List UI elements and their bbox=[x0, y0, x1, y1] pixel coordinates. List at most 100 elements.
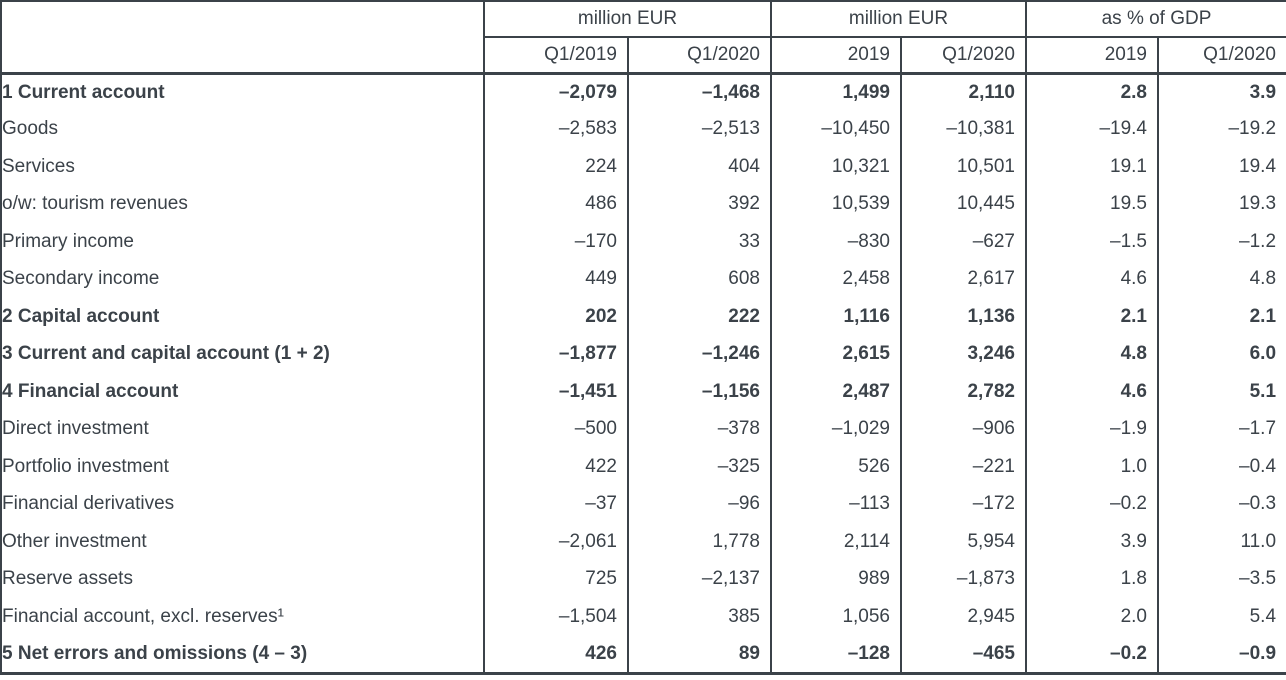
cell-value: 1.0 bbox=[1025, 448, 1158, 486]
cell-value: 10,445 bbox=[900, 185, 1026, 223]
cell-value: 5.4 bbox=[1156, 598, 1286, 636]
cell-value: –170 bbox=[483, 223, 628, 261]
column-header: 2019 bbox=[770, 37, 901, 75]
row-label: Portfolio investment bbox=[2, 455, 169, 477]
cell-value: –1,877 bbox=[483, 335, 628, 373]
cell-value: –0.2 bbox=[1025, 485, 1158, 523]
group-header-row: million EUR million EUR as % of GDP bbox=[1, 1, 1286, 75]
row-label: 1 Current account bbox=[2, 81, 165, 103]
cell-value: –0.4 bbox=[1156, 448, 1286, 486]
cell-value: –2,513 bbox=[627, 110, 771, 148]
cell-value: 422 bbox=[483, 448, 628, 486]
cell-value: 392 bbox=[627, 185, 771, 223]
column-group-million-eur-quarterly: million EUR bbox=[483, 1, 771, 38]
cell-value: 11.0 bbox=[1156, 523, 1286, 561]
table-header: million EUR million EUR as % of GDP Q1/2… bbox=[1, 1, 1286, 75]
cell-value: 2.8 bbox=[1025, 73, 1158, 111]
table-row: 4 Financial account –1,451 –1,156 2,487 2,78… bbox=[1, 373, 1286, 411]
cell-value: –1.2 bbox=[1156, 223, 1286, 261]
cell-value: –465 bbox=[900, 635, 1026, 673]
row-label: o/w: tourism revenues bbox=[2, 193, 188, 215]
table-row: Financial derivatives –37 –96 –113 –172 –0.2–… bbox=[1, 485, 1286, 523]
row-label: 2 Capital account bbox=[2, 305, 160, 327]
cell-value: –0.9 bbox=[1156, 635, 1286, 673]
cell-value: 2.1 bbox=[1156, 298, 1286, 336]
cell-value: 3.9 bbox=[1156, 73, 1286, 111]
cell-value: 1,499 bbox=[770, 73, 901, 111]
corner-header-cell bbox=[1, 1, 485, 75]
table-row: Services 224 404 10,321 10,501 19.1 19.4 bbox=[1, 148, 1286, 186]
cell-value: 33 bbox=[627, 223, 771, 261]
cell-value: 19.4 bbox=[1156, 148, 1286, 186]
column-header: 2019 bbox=[1025, 37, 1158, 75]
cell-value: 2,615 bbox=[770, 335, 901, 373]
cell-value: 10,501 bbox=[900, 148, 1026, 186]
table-row: Secondary income 449 608 2,458 2,617 4.6 4.8 bbox=[1, 260, 1286, 298]
row-label: Other investment bbox=[2, 530, 147, 552]
cell-value: –378 bbox=[627, 410, 771, 448]
cell-value: –37 bbox=[483, 485, 628, 523]
cell-value: 89 bbox=[627, 635, 771, 673]
cell-value: –221 bbox=[900, 448, 1026, 486]
table-row: Goods –2,583 –2,513 –10,450 –10,381 –19.4 –19.… bbox=[1, 110, 1286, 148]
row-label: Reserve assets bbox=[2, 568, 133, 590]
row-label: Goods bbox=[2, 118, 58, 140]
cell-value: –2,061 bbox=[483, 523, 628, 561]
table-row: Direct investment –500 –378 –1,029 –906 –1.9–… bbox=[1, 410, 1286, 448]
cell-value: 224 bbox=[483, 148, 628, 186]
cell-value: 4.6 bbox=[1025, 373, 1158, 411]
column-header: Q1/2019 bbox=[483, 37, 628, 75]
cell-value: 385 bbox=[627, 598, 771, 636]
cell-value: 10,539 bbox=[770, 185, 901, 223]
table-row: Other investment –2,061 1,778 2,114 5,954 3.9… bbox=[1, 523, 1286, 561]
cell-value: 2,782 bbox=[900, 373, 1026, 411]
cell-value: 989 bbox=[770, 560, 901, 598]
cell-value: –1.7 bbox=[1156, 410, 1286, 448]
cell-value: –172 bbox=[900, 485, 1026, 523]
row-label: 4 Financial account bbox=[2, 380, 179, 402]
cell-value: 1,136 bbox=[900, 298, 1026, 336]
table-row: o/w: tourism revenues 486 392 10,539 10,445 1… bbox=[1, 185, 1286, 223]
table-row: 5 Net errors and omissions (4 – 3) 426 89–… bbox=[1, 635, 1286, 673]
cell-value: –10,381 bbox=[900, 110, 1026, 148]
cell-value: –1,451 bbox=[483, 373, 628, 411]
cell-value: 486 bbox=[483, 185, 628, 223]
cell-value: 19.1 bbox=[1025, 148, 1158, 186]
cell-value: –128 bbox=[770, 635, 901, 673]
cell-value: –1,873 bbox=[900, 560, 1026, 598]
column-header: Q1/2020 bbox=[627, 37, 771, 75]
table-row: Primary income –170 33 –830 –627 –1.5 –1.2 bbox=[1, 223, 1286, 261]
cell-value: 2,487 bbox=[770, 373, 901, 411]
cell-value: –325 bbox=[627, 448, 771, 486]
cell-value: –113 bbox=[770, 485, 901, 523]
cell-value: 202 bbox=[483, 298, 628, 336]
column-group-million-eur-annual: million EUR bbox=[770, 1, 1026, 38]
cell-value: –1,029 bbox=[770, 410, 901, 448]
cell-value: 4.8 bbox=[1156, 260, 1286, 298]
cell-value: –0.3 bbox=[1156, 485, 1286, 523]
column-header: Q1/2020 bbox=[900, 37, 1026, 75]
cell-value: 4.8 bbox=[1025, 335, 1158, 373]
row-label: 5 Net errors and omissions (4 – 3) bbox=[2, 642, 308, 664]
cell-value: 526 bbox=[770, 448, 901, 486]
cell-value: 2,458 bbox=[770, 260, 901, 298]
cell-value: 404 bbox=[627, 148, 771, 186]
table-row: Reserve assets 725 –2,137 989 –1,873 1.8 –3.5 bbox=[1, 560, 1286, 598]
cell-value: –1.9 bbox=[1025, 410, 1158, 448]
row-label: Primary income bbox=[2, 230, 134, 252]
table-body: 1 Current account –2,079 –1,468 1,499 2,110 2… bbox=[1, 73, 1286, 673]
cell-value: 19.3 bbox=[1156, 185, 1286, 223]
cell-value: –2,137 bbox=[627, 560, 771, 598]
cell-value: –10,450 bbox=[770, 110, 901, 148]
cell-value: 4.6 bbox=[1025, 260, 1158, 298]
cell-value: –906 bbox=[900, 410, 1026, 448]
cell-value: 2,110 bbox=[900, 73, 1026, 111]
cell-value: 19.5 bbox=[1025, 185, 1158, 223]
row-label: 3 Current and capital account (1 + 2) bbox=[2, 343, 330, 365]
column-header: Q1/2020 bbox=[1156, 37, 1286, 75]
cell-value: 2,617 bbox=[900, 260, 1026, 298]
cell-value: –1,468 bbox=[627, 73, 771, 111]
cell-value: –500 bbox=[483, 410, 628, 448]
table-row: 3 Current and capital account (1 + 2) –1,… bbox=[1, 335, 1286, 373]
row-label: Services bbox=[2, 155, 75, 177]
